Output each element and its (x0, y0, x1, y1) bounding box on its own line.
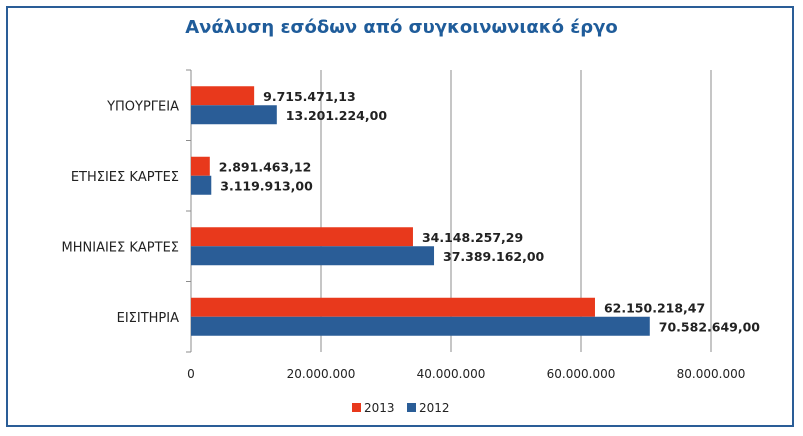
category-label: ΕΙΣΙΤΗΡΙΑ (117, 311, 179, 326)
data-label: 70.582.649,00 (659, 319, 761, 334)
data-label: 2.891.463,12 (219, 159, 312, 174)
legend-swatch-2012 (407, 403, 416, 412)
x-tick-label: 0 (187, 367, 195, 381)
category-label: ΥΠΟΥΡΓΕΙΑ (106, 99, 179, 114)
bar-2012 (191, 316, 650, 336)
bar-2013 (191, 227, 413, 247)
x-tick-label: 20.000.000 (287, 367, 356, 381)
data-label: 62.150.218,47 (604, 300, 705, 315)
bar-2013 (191, 86, 255, 106)
data-label: 13.201.224,00 (286, 108, 388, 123)
x-tick-label: 60.000.000 (547, 367, 616, 381)
x-tick-label: 80.000.000 (677, 367, 746, 381)
bar-2013 (191, 156, 210, 176)
data-label: 3.119.913,00 (220, 178, 313, 193)
category-label: ΜΗΝΙΑΙΕΣ ΚΑΡΤΕΣ (62, 240, 179, 255)
legend-swatch-2013 (352, 403, 361, 412)
data-label: 37.389.162,00 (443, 249, 545, 264)
bar-2012 (191, 175, 212, 195)
bar-2012 (191, 246, 435, 266)
x-tick-label: 40.000.000 (417, 367, 486, 381)
data-label: 34.148.257,29 (422, 230, 523, 245)
bar-2013 (191, 297, 595, 317)
legend-label: 2013 (364, 401, 395, 415)
chart-title: Ανάλυση εσόδων από συγκοινωνιακό έργο (185, 17, 618, 38)
category-label: ΕΤΗΣΙΕΣ ΚΑΡΤΕΣ (71, 170, 179, 185)
bar-2012 (191, 105, 277, 125)
data-label: 9.715.471,13 (263, 89, 356, 104)
chart-frame (6, 6, 794, 427)
legend-label: 2012 (419, 401, 450, 415)
